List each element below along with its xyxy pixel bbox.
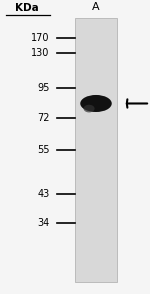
Text: 34: 34 — [37, 218, 50, 228]
Text: 72: 72 — [37, 113, 50, 123]
Text: A: A — [92, 2, 99, 12]
Text: 170: 170 — [31, 33, 50, 43]
Text: 95: 95 — [37, 83, 50, 93]
Bar — [75, 18, 117, 282]
Text: 55: 55 — [37, 145, 50, 155]
Ellipse shape — [84, 105, 95, 112]
Text: 130: 130 — [31, 48, 50, 58]
Text: 43: 43 — [37, 189, 50, 199]
Text: KDa: KDa — [15, 3, 39, 13]
Ellipse shape — [80, 95, 112, 112]
